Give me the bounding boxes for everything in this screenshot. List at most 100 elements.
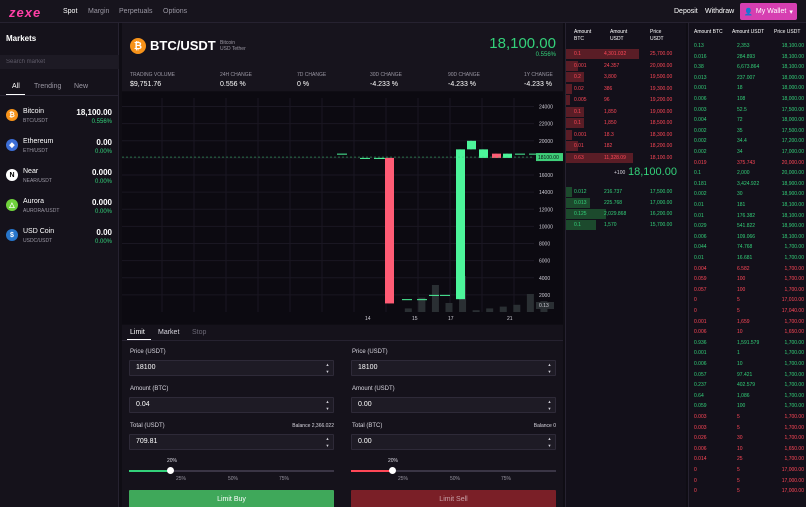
brand-logo[interactable]: zexe (9, 5, 42, 20)
tab-stop[interactable]: Stop (192, 329, 207, 336)
candle-body (429, 294, 439, 296)
caret-up-icon[interactable]: ▲ (325, 362, 330, 367)
trade-price: 1,700.00 (784, 265, 804, 272)
price-chart[interactable]: 2400022000200001800016000140001200010000… (122, 92, 563, 324)
nav-margin[interactable]: Margin (88, 8, 110, 15)
stepper[interactable]: ▲ ▼ (323, 436, 332, 448)
ask-row[interactable]: 0.005 96 19,200.00 (566, 95, 687, 106)
slider-handle[interactable] (167, 467, 174, 474)
market-search-input[interactable] (0, 55, 119, 69)
caret-up-icon[interactable]: ▲ (325, 399, 330, 404)
depth-bar (566, 209, 606, 219)
stepper[interactable]: ▲ ▼ (545, 362, 554, 374)
tab-limit[interactable]: Limit (130, 329, 145, 336)
caret-down-icon[interactable]: ▼ (547, 443, 552, 448)
col-header-amount-btc: Amount BTC (574, 29, 591, 43)
trade-row: 0 5 17,000.00 (689, 486, 806, 497)
caret-up-icon[interactable]: ▲ (547, 399, 552, 404)
buy-price-input[interactable] (136, 364, 316, 371)
ask-row[interactable]: 0.1 1,850 19,000.00 (566, 106, 687, 118)
bid-row[interactable]: 0.1 1,570 15,700.00 (566, 220, 687, 231)
stepper[interactable]: ▲ ▼ (545, 399, 554, 411)
col-header: Amount BTC (694, 29, 723, 35)
caret-up-icon[interactable]: ▲ (547, 362, 552, 367)
bid-row[interactable]: 0.125 2,029.868 16,200.00 (566, 209, 687, 220)
tab-market[interactable]: Market (158, 329, 180, 336)
trade-price: 1,700.00 (784, 244, 804, 251)
ask-row[interactable]: 0.1 4,301.032 25,700.00 (566, 49, 687, 60)
market-row-usd-coin[interactable]: $ USD Coin USDC/USDT 0.00 0.00% (0, 222, 119, 252)
tab-new[interactable]: New (74, 83, 89, 90)
ask-row[interactable]: 0.2 3,800 19,500.00 (566, 72, 687, 83)
slider-handle[interactable] (389, 467, 396, 474)
depth-bar (566, 141, 579, 151)
sell-percent-slider[interactable] (351, 467, 556, 474)
sell-amount-input[interactable] (358, 401, 538, 408)
stat-7d: 7D CHANGE 0 % (297, 72, 326, 88)
buy-total-field[interactable]: ▲▼ (129, 434, 334, 450)
depth-bar (566, 198, 591, 208)
withdraw-link[interactable]: Withdraw (705, 8, 735, 15)
ask-row[interactable]: 0.01 182 18,200.00 (566, 141, 687, 152)
sell-total-input[interactable] (358, 438, 538, 445)
y-tick-label: 2000 (539, 293, 550, 299)
depth-bar (566, 83, 573, 94)
tab-trending[interactable]: Trending (34, 83, 62, 90)
trade-row: 0 5 17,010.00 (689, 295, 806, 306)
market-row-bitcoin[interactable]: ₿ Bitcoin BTC/USDT 18,100.00 0.556% (0, 102, 119, 132)
price: 18,100.00 (650, 154, 673, 161)
trade-price: 18,100.00 (781, 202, 804, 208)
market-row-near[interactable]: N Near NEAR/USDT 0.000 0.00% (0, 162, 119, 192)
trade-amount-usdt: 5 (737, 297, 740, 304)
sell-amount-field[interactable]: ▲▼ (351, 397, 556, 413)
limit-buy-button[interactable]: Limit Buy (129, 490, 334, 507)
my-wallet-button[interactable]: 👤 My Wallet ▾ (740, 3, 797, 20)
bid-row[interactable]: 0.012 216.737 17,500.00 (566, 187, 687, 198)
buy-price-field[interactable]: ▲▼ (129, 360, 334, 376)
market-row-ethereum[interactable]: ◆ Ethereum ETH/USDT 0.00 0.00% (0, 132, 119, 162)
stepper[interactable]: ▲ ▼ (323, 399, 332, 411)
trade-row: 0.001 18 18,000.00 (689, 83, 806, 94)
nav-options[interactable]: Options (163, 8, 188, 15)
slider-mark: 50% (450, 476, 461, 482)
nav-spot[interactable]: Spot (63, 8, 78, 15)
trade-amount-btc: 0.006 (694, 361, 707, 367)
caret-up-icon[interactable]: ▲ (547, 436, 552, 441)
ask-row[interactable]: 0.02 386 19,300.00 (566, 83, 687, 95)
pair-title: BTC/USDT (150, 38, 216, 53)
ask-row[interactable]: 0.001 24.357 20,000.00 (566, 60, 687, 72)
ask-row[interactable]: 0.63 11,328.09 18,100.00 (566, 152, 687, 164)
bid-row[interactable]: 0.013 225.768 17,000.00 (566, 198, 687, 209)
stepper[interactable]: ▲ ▼ (323, 362, 332, 374)
nav-perpetuals[interactable]: Perpetuals (119, 8, 153, 15)
buy-total-input[interactable] (136, 438, 316, 445)
sell-price-input[interactable] (358, 364, 538, 371)
deposit-link[interactable]: Deposit (674, 8, 698, 15)
buy-amount-input[interactable] (136, 401, 316, 408)
trade-price: 18,100.00 (781, 212, 804, 219)
caret-up-icon[interactable]: ▲ (325, 436, 330, 441)
trade-row: 0.004 6.582 1,700.00 (689, 264, 806, 275)
stat-label: 1Y CHANGE (524, 72, 553, 78)
col-header-amount-usdt: Amount USDT (610, 29, 627, 43)
limit-sell-button[interactable]: Limit Sell (351, 490, 556, 507)
ask-row[interactable]: 0.001 18.3 18,300.00 (566, 129, 687, 141)
caret-down-icon[interactable]: ▼ (547, 369, 552, 374)
sell-price-field[interactable]: ▲▼ (351, 360, 556, 376)
amount-btc: 0.01 (574, 143, 584, 149)
amount-btc: 0.012 (574, 189, 587, 195)
buy-percent-slider[interactable] (129, 467, 334, 474)
depth-bar (566, 72, 585, 82)
chevron-down-icon: ▾ (789, 8, 793, 16)
ask-row[interactable]: 0.1 1,850 18,500.00 (566, 118, 687, 129)
sell-total-field[interactable]: ▲▼ (351, 434, 556, 450)
tab-all[interactable]: All (12, 83, 20, 90)
market-row-aurora[interactable]: △ Aurora AURORA/USDT 0.000 0.00% (0, 192, 119, 222)
caret-down-icon[interactable]: ▼ (547, 406, 552, 411)
caret-down-icon[interactable]: ▼ (325, 406, 330, 411)
buy-amount-field[interactable]: ▲▼ (129, 397, 334, 413)
y-tick-label: 4000 (539, 276, 550, 282)
caret-down-icon[interactable]: ▼ (325, 369, 330, 374)
caret-down-icon[interactable]: ▼ (325, 443, 330, 448)
stepper[interactable]: ▲ ▼ (545, 436, 554, 448)
